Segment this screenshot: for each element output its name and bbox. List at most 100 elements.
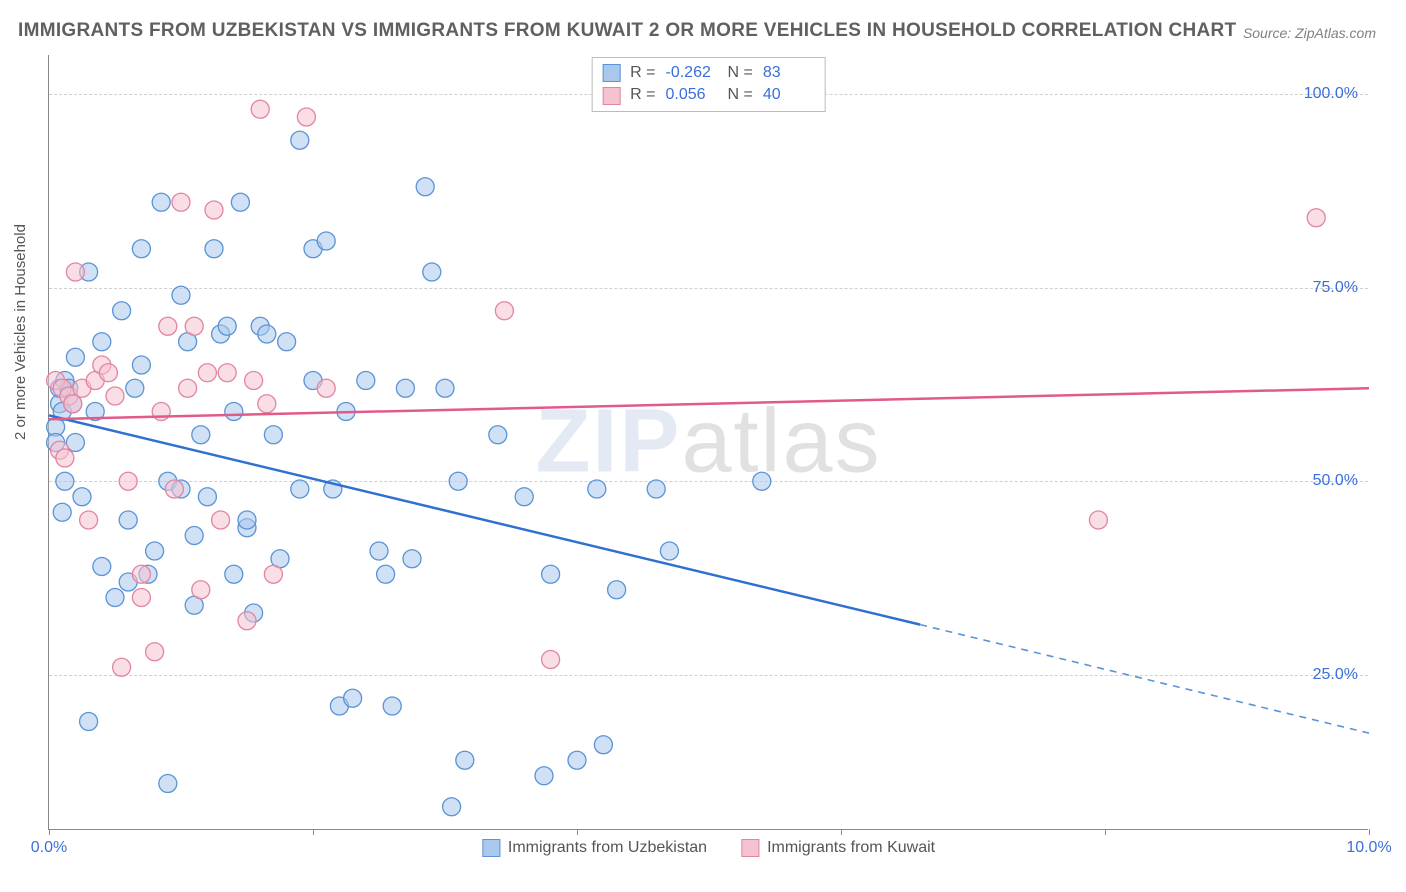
scatter-point [119, 472, 137, 490]
chart-container: IMMIGRANTS FROM UZBEKISTAN VS IMMIGRANTS… [0, 0, 1406, 892]
scatter-point [423, 263, 441, 281]
scatter-point [132, 356, 150, 374]
y-axis-label: 2 or more Vehicles in Household [12, 224, 29, 440]
scatter-point [64, 395, 82, 413]
scatter-point [73, 488, 91, 506]
scatter-point [264, 426, 282, 444]
scatter-point [251, 100, 269, 118]
r-value-2: 0.056 [666, 84, 718, 106]
scatter-point [185, 527, 203, 545]
scatter-point [403, 550, 421, 568]
scatter-point [258, 325, 276, 343]
scatter-point [357, 372, 375, 390]
legend-correlation: R = -0.262 N = 83 R = 0.056 N = 40 [591, 57, 826, 112]
scatter-point [218, 364, 236, 382]
scatter-point [258, 395, 276, 413]
legend-item-2: Immigrants from Kuwait [741, 839, 935, 857]
scatter-point [264, 565, 282, 583]
legend-label-2: Immigrants from Kuwait [767, 839, 935, 857]
scatter-point [159, 775, 177, 793]
scatter-point [535, 767, 553, 785]
scatter-point [1307, 209, 1325, 227]
legend-swatch-kuwait [741, 839, 759, 857]
plot-svg [49, 55, 1368, 829]
scatter-point [542, 565, 560, 583]
scatter-point [443, 798, 461, 816]
scatter-point [317, 379, 335, 397]
scatter-point [238, 511, 256, 529]
r-label: R = [630, 62, 655, 84]
scatter-point [568, 751, 586, 769]
scatter-point [436, 379, 454, 397]
r-label: R = [630, 84, 655, 106]
scatter-point [291, 131, 309, 149]
scatter-point [278, 333, 296, 351]
scatter-point [126, 379, 144, 397]
scatter-point [753, 472, 771, 490]
scatter-point [205, 201, 223, 219]
scatter-point [291, 480, 309, 498]
scatter-point [647, 480, 665, 498]
scatter-point [489, 426, 507, 444]
scatter-point [218, 317, 236, 335]
scatter-point [56, 449, 74, 467]
scatter-point [165, 480, 183, 498]
n-label: N = [728, 84, 753, 106]
scatter-point [1089, 511, 1107, 529]
scatter-point [542, 651, 560, 669]
n-value-2: 40 [763, 84, 815, 106]
scatter-point [317, 232, 335, 250]
scatter-point [495, 302, 513, 320]
scatter-point [456, 751, 474, 769]
scatter-point [185, 317, 203, 335]
scatter-point [515, 488, 533, 506]
legend-swatch-1 [602, 64, 620, 82]
scatter-point [198, 488, 216, 506]
scatter-point [608, 581, 626, 599]
regression-line [49, 388, 1369, 419]
legend-row-1: R = -0.262 N = 83 [602, 62, 815, 84]
scatter-point [192, 581, 210, 599]
scatter-point [146, 542, 164, 560]
scatter-point [99, 364, 117, 382]
scatter-point [146, 643, 164, 661]
scatter-point [588, 480, 606, 498]
scatter-point [56, 472, 74, 490]
scatter-point [231, 193, 249, 211]
scatter-point [225, 565, 243, 583]
x-tick [49, 829, 50, 835]
scatter-point [449, 472, 467, 490]
scatter-point [113, 302, 131, 320]
x-tick [1369, 829, 1370, 835]
legend-row-2: R = 0.056 N = 40 [602, 84, 815, 106]
scatter-point [93, 558, 111, 576]
legend-swatch-uzbekistan [482, 839, 500, 857]
legend-swatch-2 [602, 87, 620, 105]
scatter-point [660, 542, 678, 560]
scatter-point [179, 379, 197, 397]
regression-line [49, 415, 920, 624]
scatter-point [93, 333, 111, 351]
scatter-point [416, 178, 434, 196]
r-value-1: -0.262 [666, 62, 718, 84]
x-tick [841, 829, 842, 835]
scatter-point [132, 589, 150, 607]
scatter-point [106, 387, 124, 405]
scatter-point [212, 511, 230, 529]
scatter-point [205, 240, 223, 258]
scatter-point [53, 503, 71, 521]
scatter-point [192, 426, 210, 444]
chart-title: IMMIGRANTS FROM UZBEKISTAN VS IMMIGRANTS… [18, 20, 1236, 42]
x-tick [313, 829, 314, 835]
scatter-point [152, 193, 170, 211]
source-label: Source: ZipAtlas.com [1243, 25, 1376, 41]
scatter-point [66, 348, 84, 366]
scatter-point [396, 379, 414, 397]
n-label: N = [728, 62, 753, 84]
scatter-point [106, 589, 124, 607]
scatter-point [245, 372, 263, 390]
x-tick [577, 829, 578, 835]
scatter-point [172, 193, 190, 211]
scatter-point [225, 403, 243, 421]
scatter-point [80, 511, 98, 529]
